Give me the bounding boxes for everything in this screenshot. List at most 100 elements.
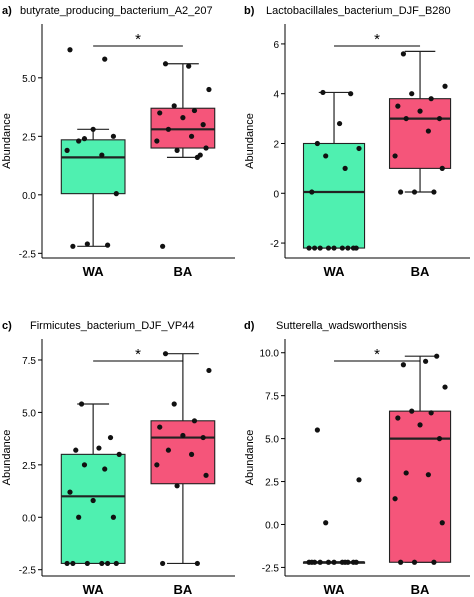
data-point: [320, 89, 326, 96]
x-tick-label: WA: [83, 264, 105, 279]
data-point: [325, 559, 332, 565]
data-point: [203, 472, 209, 478]
box-ba: BA: [150, 61, 216, 279]
data-point: [428, 410, 434, 416]
box-body: [302, 142, 366, 249]
data-point: [64, 560, 70, 567]
data-point: [73, 447, 79, 453]
data-point: [191, 107, 198, 114]
data-point: [110, 133, 117, 139]
x-tick-label: BA: [411, 582, 430, 597]
panel-label: d): [244, 320, 255, 332]
chart-title: butyrate_producing_bacterium_A2_207: [20, 5, 213, 17]
data-point: [342, 559, 348, 565]
y-tick-label: 2: [273, 139, 279, 150]
data-point: [439, 165, 445, 171]
data-point: [105, 242, 111, 248]
y-tick-label: 0.0: [22, 191, 36, 202]
data-point: [398, 559, 404, 565]
y-tick-label: 5.0: [265, 435, 279, 446]
data-point: [154, 138, 160, 144]
y-tick-label: 4: [273, 90, 279, 101]
data-point: [113, 560, 119, 567]
data-point: [113, 191, 119, 197]
data-point: [162, 61, 169, 67]
data-point: [323, 153, 329, 159]
data-point: [99, 152, 105, 158]
data-point: [102, 466, 108, 472]
data-point: [350, 559, 357, 565]
data-point: [76, 514, 82, 520]
data-point: [64, 147, 70, 153]
y-tick-label: -2.5: [262, 563, 280, 574]
chart-title: Sutterella_wadsworthensis: [276, 320, 407, 332]
y-tick-label: 7.5: [22, 356, 36, 367]
data-point: [417, 108, 423, 114]
data-point: [392, 153, 398, 159]
data-point: [186, 63, 192, 69]
data-point: [442, 83, 448, 89]
x-tick-label: WA: [324, 582, 346, 597]
x-tick-label: BA: [173, 264, 192, 279]
data-point: [342, 165, 348, 171]
x-tick-label: WA: [324, 264, 346, 279]
data-point: [70, 243, 76, 249]
data-point: [160, 243, 166, 249]
chart-title: Lactobacillales_bacterium_DJF_B280: [266, 5, 451, 17]
y-axis-label: Abundance: [244, 113, 256, 169]
data-point: [409, 408, 415, 414]
data-point: [331, 559, 337, 565]
data-point: [442, 384, 448, 390]
data-point: [76, 138, 82, 144]
y-tick-label: -2.5: [19, 566, 37, 577]
box-body: [150, 420, 216, 485]
data-point: [400, 362, 406, 368]
box-ba: BA: [388, 50, 452, 279]
data-point: [154, 462, 160, 468]
data-point: [395, 415, 401, 421]
panel-3: c) Firmicutes_bacterium_DJF_VP44 Abundance…: [1, 320, 235, 597]
box-wa: WA: [302, 427, 366, 597]
box-ba: BA: [388, 353, 452, 597]
data-point: [417, 422, 423, 428]
data-point: [197, 152, 203, 158]
box-body: [60, 139, 126, 195]
data-point: [70, 560, 76, 567]
data-point: [157, 110, 163, 116]
box-body: [388, 410, 452, 563]
data-point: [67, 47, 73, 53]
box-body: [60, 453, 126, 564]
data-point: [356, 145, 362, 152]
data-point: [331, 245, 337, 251]
data-point: [309, 559, 315, 565]
data-point: [174, 483, 180, 489]
data-point: [116, 451, 122, 457]
panel-label: c): [2, 320, 12, 332]
data-point: [436, 436, 443, 442]
x-tick-label: WA: [83, 582, 105, 597]
y-axis-label: Abundance: [1, 430, 13, 486]
y-tick-label: 0.0: [22, 513, 36, 524]
panel-2: b) Lactobacillales_bacterium_DJF_B280 Abun…: [244, 5, 470, 279]
data-point: [206, 367, 212, 374]
data-point: [81, 136, 88, 142]
data-point: [84, 560, 90, 567]
data-point: [356, 477, 362, 483]
data-point: [398, 189, 404, 195]
data-point: [84, 241, 90, 247]
data-point: [200, 122, 206, 128]
y-tick-label: 2.5: [265, 478, 279, 489]
y-tick-label: 6: [273, 40, 279, 51]
significance-star: *: [135, 346, 141, 363]
data-point: [81, 462, 88, 468]
data-point: [409, 91, 415, 97]
box-wa: WA: [302, 89, 366, 279]
data-point: [434, 353, 440, 359]
data-point: [162, 351, 169, 357]
data-point: [350, 245, 357, 251]
data-point: [400, 51, 406, 57]
y-tick-label: 5.0: [22, 408, 36, 419]
x-tick-label: BA: [411, 264, 430, 279]
data-point: [188, 451, 195, 457]
panel-label: a): [2, 5, 12, 17]
